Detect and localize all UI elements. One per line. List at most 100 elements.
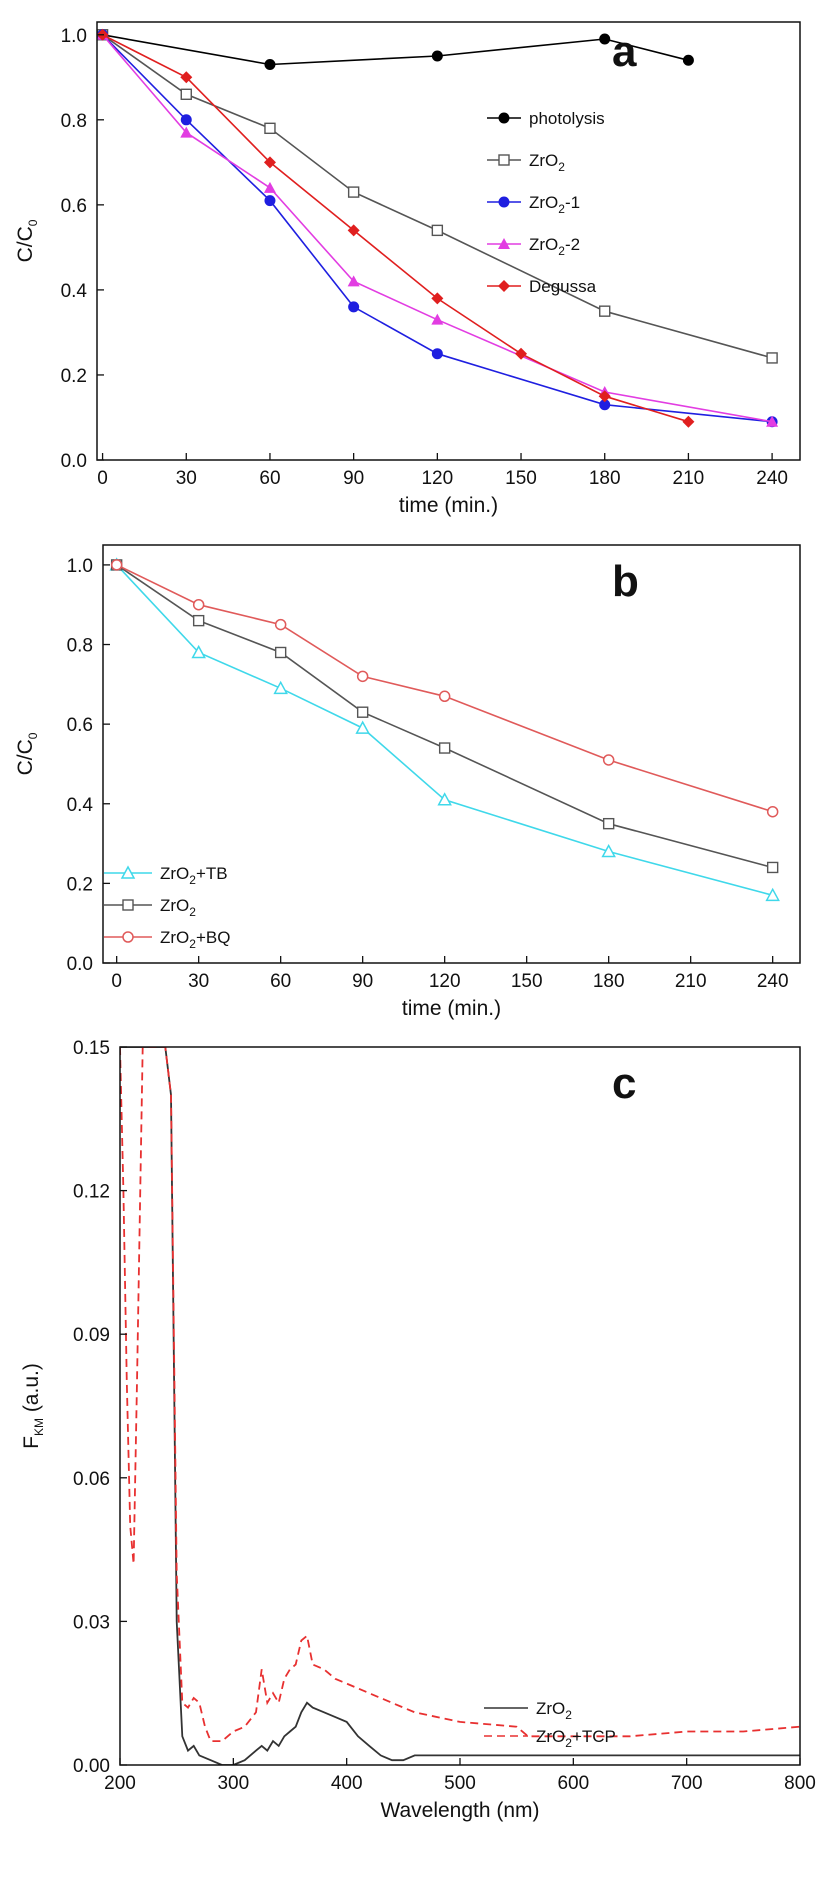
legend: ZrO2 ZrO2+TCP (484, 1699, 616, 1750)
y-tick-label: 1.0 (61, 26, 87, 47)
data-point (766, 861, 779, 874)
data-point (180, 88, 192, 100)
series-line (102, 34, 773, 359)
chart-panel-b: 0 30 60 90 120 150 180 210 240 0.0 0.2 0.4 0.6 0.8 1.0… (14, 544, 801, 1020)
data-point (602, 817, 615, 830)
legend-label: ZrO2 (529, 151, 565, 174)
series-a-2 (97, 29, 778, 428)
x-tick-label: 500 (444, 1773, 476, 1794)
y-tick-label: 0.00 (73, 1756, 110, 1777)
chart-panel-c: 200 300 400 500 600 700 800 0.00 0.03 0.06 0.09 0.1… (20, 1038, 816, 1822)
legend-label: ZrO2-1 (529, 193, 580, 216)
x-tick-label: 120 (421, 468, 453, 489)
data-point (274, 618, 287, 631)
x-tick-label: 0 (111, 971, 122, 992)
y-tick-label: 0.6 (67, 715, 93, 736)
data-point (263, 156, 276, 169)
data-point (438, 690, 451, 703)
data-point (515, 347, 528, 360)
legend-marker (498, 154, 510, 166)
x-tick-label: 150 (505, 468, 537, 489)
data-point (599, 33, 611, 45)
data-point (765, 887, 780, 902)
data-point (598, 390, 611, 403)
legend-label: Degussa (529, 277, 597, 296)
x-tick-label: 60 (270, 971, 291, 992)
data-point (264, 195, 276, 207)
data-point (602, 754, 615, 766)
data-point (264, 59, 276, 71)
data-point (347, 275, 360, 287)
x-axis-label: time (min.) (399, 494, 498, 517)
chart-panel-a: 0 30 60 90 120 150 180 210 240 0.0 0.2 0.4 0.6 0.8 1.0… (14, 21, 801, 517)
data-point (347, 186, 360, 198)
y-tick-label: 0.12 (73, 1182, 110, 1203)
x-tick-label: 300 (217, 1773, 249, 1794)
data-point (180, 114, 192, 126)
data-point (431, 224, 444, 237)
series-line (102, 34, 689, 423)
series-a-1 (97, 29, 778, 364)
data-point (348, 301, 360, 313)
legend-marker (122, 899, 134, 911)
x-tick-label: 150 (511, 971, 543, 992)
x-axis-label: Wavelength (nm) (380, 1799, 539, 1822)
legend-label: ZrO2+BQ (160, 928, 230, 951)
data-point (766, 352, 778, 364)
data-point (273, 680, 288, 695)
x-tick-label: 30 (188, 971, 209, 992)
data-point (599, 305, 611, 317)
series-line (120, 1047, 800, 1765)
data-point (355, 720, 370, 734)
series-line (116, 564, 773, 869)
data-point (192, 598, 205, 611)
data-point (347, 224, 360, 237)
legend-label: ZrO2 (160, 896, 196, 919)
legend-label: ZrO2-2 (529, 235, 580, 258)
y-tick-label: 0.06 (73, 1469, 110, 1490)
x-tick-label: 0 (97, 468, 108, 489)
legend-label: ZrO2 (536, 1699, 572, 1722)
data-point (192, 614, 205, 627)
y-tick-label: 0.8 (67, 636, 93, 657)
x-tick-label: 800 (784, 1773, 816, 1794)
y-axis-label: C/C0 (14, 732, 40, 775)
legend-marker (498, 238, 510, 249)
y-tick-label: 0.4 (61, 281, 88, 302)
data-point (682, 54, 694, 66)
y-tick-label: 0.15 (73, 1038, 110, 1059)
legend: photolysis ZrO2 ZrO2-1 ZrO2-2 Degussa (487, 109, 605, 296)
x-tick-label: 200 (104, 1773, 136, 1794)
legend-marker (498, 280, 510, 292)
y-tick-label: 0.03 (73, 1612, 110, 1633)
x-tick-label: 400 (331, 1773, 363, 1794)
series-line (116, 564, 773, 897)
x-tick-label: 60 (259, 468, 280, 489)
x-tick-label: 30 (176, 468, 197, 489)
data-point (682, 415, 695, 428)
panel-letter: b (612, 557, 639, 606)
x-tick-label: 240 (757, 971, 789, 992)
data-point (274, 646, 287, 659)
data-point (191, 644, 206, 659)
x-tick-label: 210 (675, 971, 707, 992)
x-tick-label: 90 (352, 971, 373, 992)
series-a-4 (97, 28, 695, 428)
series-c-1 (120, 1047, 800, 1742)
legend-marker (120, 865, 136, 879)
y-tick-label: 0.2 (67, 874, 93, 895)
x-tick-label: 180 (593, 971, 625, 992)
data-point (438, 742, 451, 754)
y-tick-label: 0.6 (61, 196, 87, 217)
data-point (431, 348, 443, 360)
data-point (263, 181, 276, 193)
series-line (120, 1047, 800, 1742)
data-point (356, 670, 369, 683)
data-point (431, 292, 444, 305)
x-tick-label: 90 (343, 468, 364, 489)
legend: ZrO2+TB ZrO2 ZrO2+BQ (104, 864, 230, 951)
data-point (601, 843, 616, 858)
data-point (356, 706, 369, 718)
panel-letter: a (612, 27, 637, 76)
y-axis-label: C/C0 (14, 219, 40, 262)
